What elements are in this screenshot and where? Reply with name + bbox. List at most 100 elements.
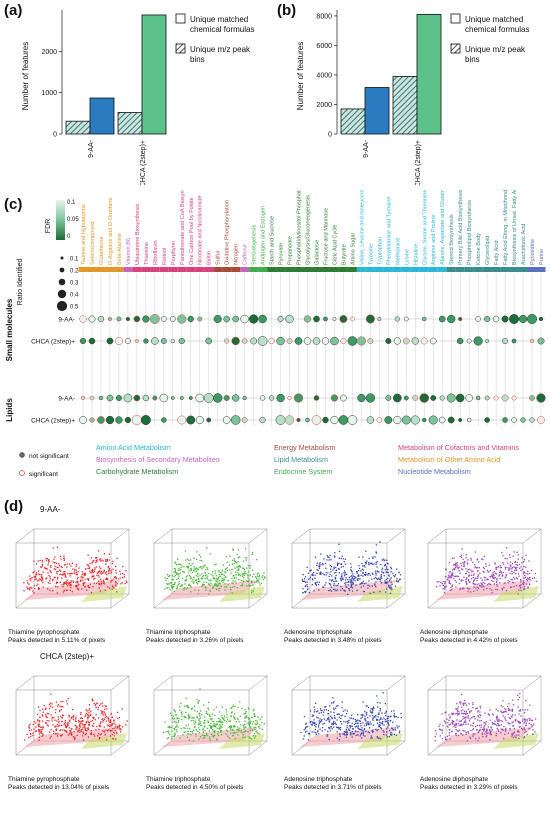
scatter-point: [235, 721, 238, 723]
scatter-point: [316, 572, 318, 575]
scatter-point: [82, 726, 84, 729]
scatter-point: [479, 728, 481, 731]
scatter-point: [253, 732, 256, 735]
scatter-point: [459, 729, 461, 731]
scatter-point: [42, 571, 44, 573]
scatter-point: [237, 566, 239, 568]
scatter-point: [76, 572, 78, 574]
scatter-point: [84, 715, 86, 717]
scatter-point: [359, 720, 361, 723]
scatter-point: [176, 558, 179, 560]
scatter-point: [462, 703, 464, 705]
scatter-point: [381, 718, 383, 720]
scatter-point: [212, 585, 214, 588]
scatter-point: [49, 731, 51, 733]
scatter-point: [495, 568, 497, 571]
scatter-point: [82, 583, 84, 585]
scatter-point: [373, 577, 375, 580]
scatter-point: [493, 583, 496, 585]
scatter-point: [35, 726, 37, 728]
scatter-point: [240, 580, 243, 582]
scatter-point: [330, 711, 332, 713]
scatter-point: [232, 729, 234, 732]
scatter-point: [100, 721, 102, 723]
scatter-point: [45, 559, 48, 562]
scatter-point: [64, 575, 66, 577]
cube-edge: [110, 593, 130, 609]
scatter-point: [515, 568, 517, 570]
pathway-dot: [330, 415, 339, 425]
scatter-point: [455, 566, 457, 569]
scatter-point: [73, 731, 75, 733]
pathway-category-bar: [473, 267, 483, 272]
pathway-label: Arachidonic Acid: [521, 224, 527, 265]
scatter-point: [56, 735, 59, 737]
scatter-point: [198, 722, 200, 725]
scatter-point: [252, 590, 255, 592]
scatter-point: [257, 580, 260, 582]
pathway-dot: [458, 316, 463, 322]
scatter-point: [65, 726, 68, 729]
scatter-point: [67, 697, 69, 700]
scatter-point: [310, 723, 313, 726]
scatter-point: [33, 560, 35, 562]
scatter-point: [34, 576, 36, 578]
scatter-point: [221, 724, 223, 726]
scatter-point: [83, 725, 86, 727]
pathway-category-bar: [177, 267, 187, 272]
scatter-point: [193, 723, 196, 725]
scatter-point: [49, 569, 51, 571]
pathway-label: One Carbon Pool by Folate: [189, 197, 195, 265]
scatter-point: [393, 575, 395, 577]
scatter-point: [180, 728, 182, 730]
scatter-point: [253, 573, 255, 576]
baseline-plane: [81, 586, 127, 602]
scatter-point: [224, 589, 226, 591]
scatter-point: [310, 720, 312, 723]
scatter-point: [52, 724, 54, 726]
scatter-point: [516, 566, 518, 569]
pathway-category-bar: [446, 267, 456, 272]
scatter-point: [209, 584, 211, 586]
scatter-point: [324, 562, 327, 565]
scatter-point: [345, 712, 348, 715]
scatter-point: [107, 724, 109, 726]
scatter-point: [28, 726, 30, 729]
scatter-point: [331, 565, 333, 568]
scatter-point: [491, 589, 493, 591]
scatter-point: [174, 732, 176, 734]
scatter-point: [354, 580, 356, 582]
scatter-point: [381, 722, 384, 725]
scatter-point: [42, 726, 44, 728]
scatter-point: [174, 734, 176, 736]
scatter-point: [83, 739, 85, 741]
pathway-dot: [124, 416, 132, 424]
scatter-point: [448, 575, 450, 577]
scatter-point: [352, 733, 354, 735]
scatter-point: [119, 573, 122, 575]
scatter-point: [455, 581, 458, 583]
scatter-point: [477, 731, 479, 734]
scatter-point: [111, 723, 114, 725]
scatter-point: [527, 586, 529, 588]
scatter-point: [98, 566, 101, 568]
scatter-point: [42, 711, 44, 713]
scatter-point: [37, 706, 40, 708]
scatter-point: [528, 560, 530, 562]
scatter-point: [503, 563, 505, 565]
scatter-point: [302, 738, 305, 740]
scatter-point: [28, 725, 30, 727]
pathway-category-bar: [455, 267, 465, 272]
scatter-point: [480, 714, 482, 717]
scatter-point: [387, 719, 389, 722]
y-tick-label: 0: [328, 132, 332, 139]
scatter-point: [214, 584, 216, 587]
scatter-point: [88, 724, 91, 726]
scatter-point: [32, 734, 34, 737]
scatter-point: [485, 576, 487, 579]
scatter-point: [39, 725, 41, 728]
pathway-dot: [365, 314, 375, 324]
scatter-point: [448, 723, 450, 726]
scatter-point: [237, 718, 239, 721]
scatter-point: [245, 710, 247, 713]
